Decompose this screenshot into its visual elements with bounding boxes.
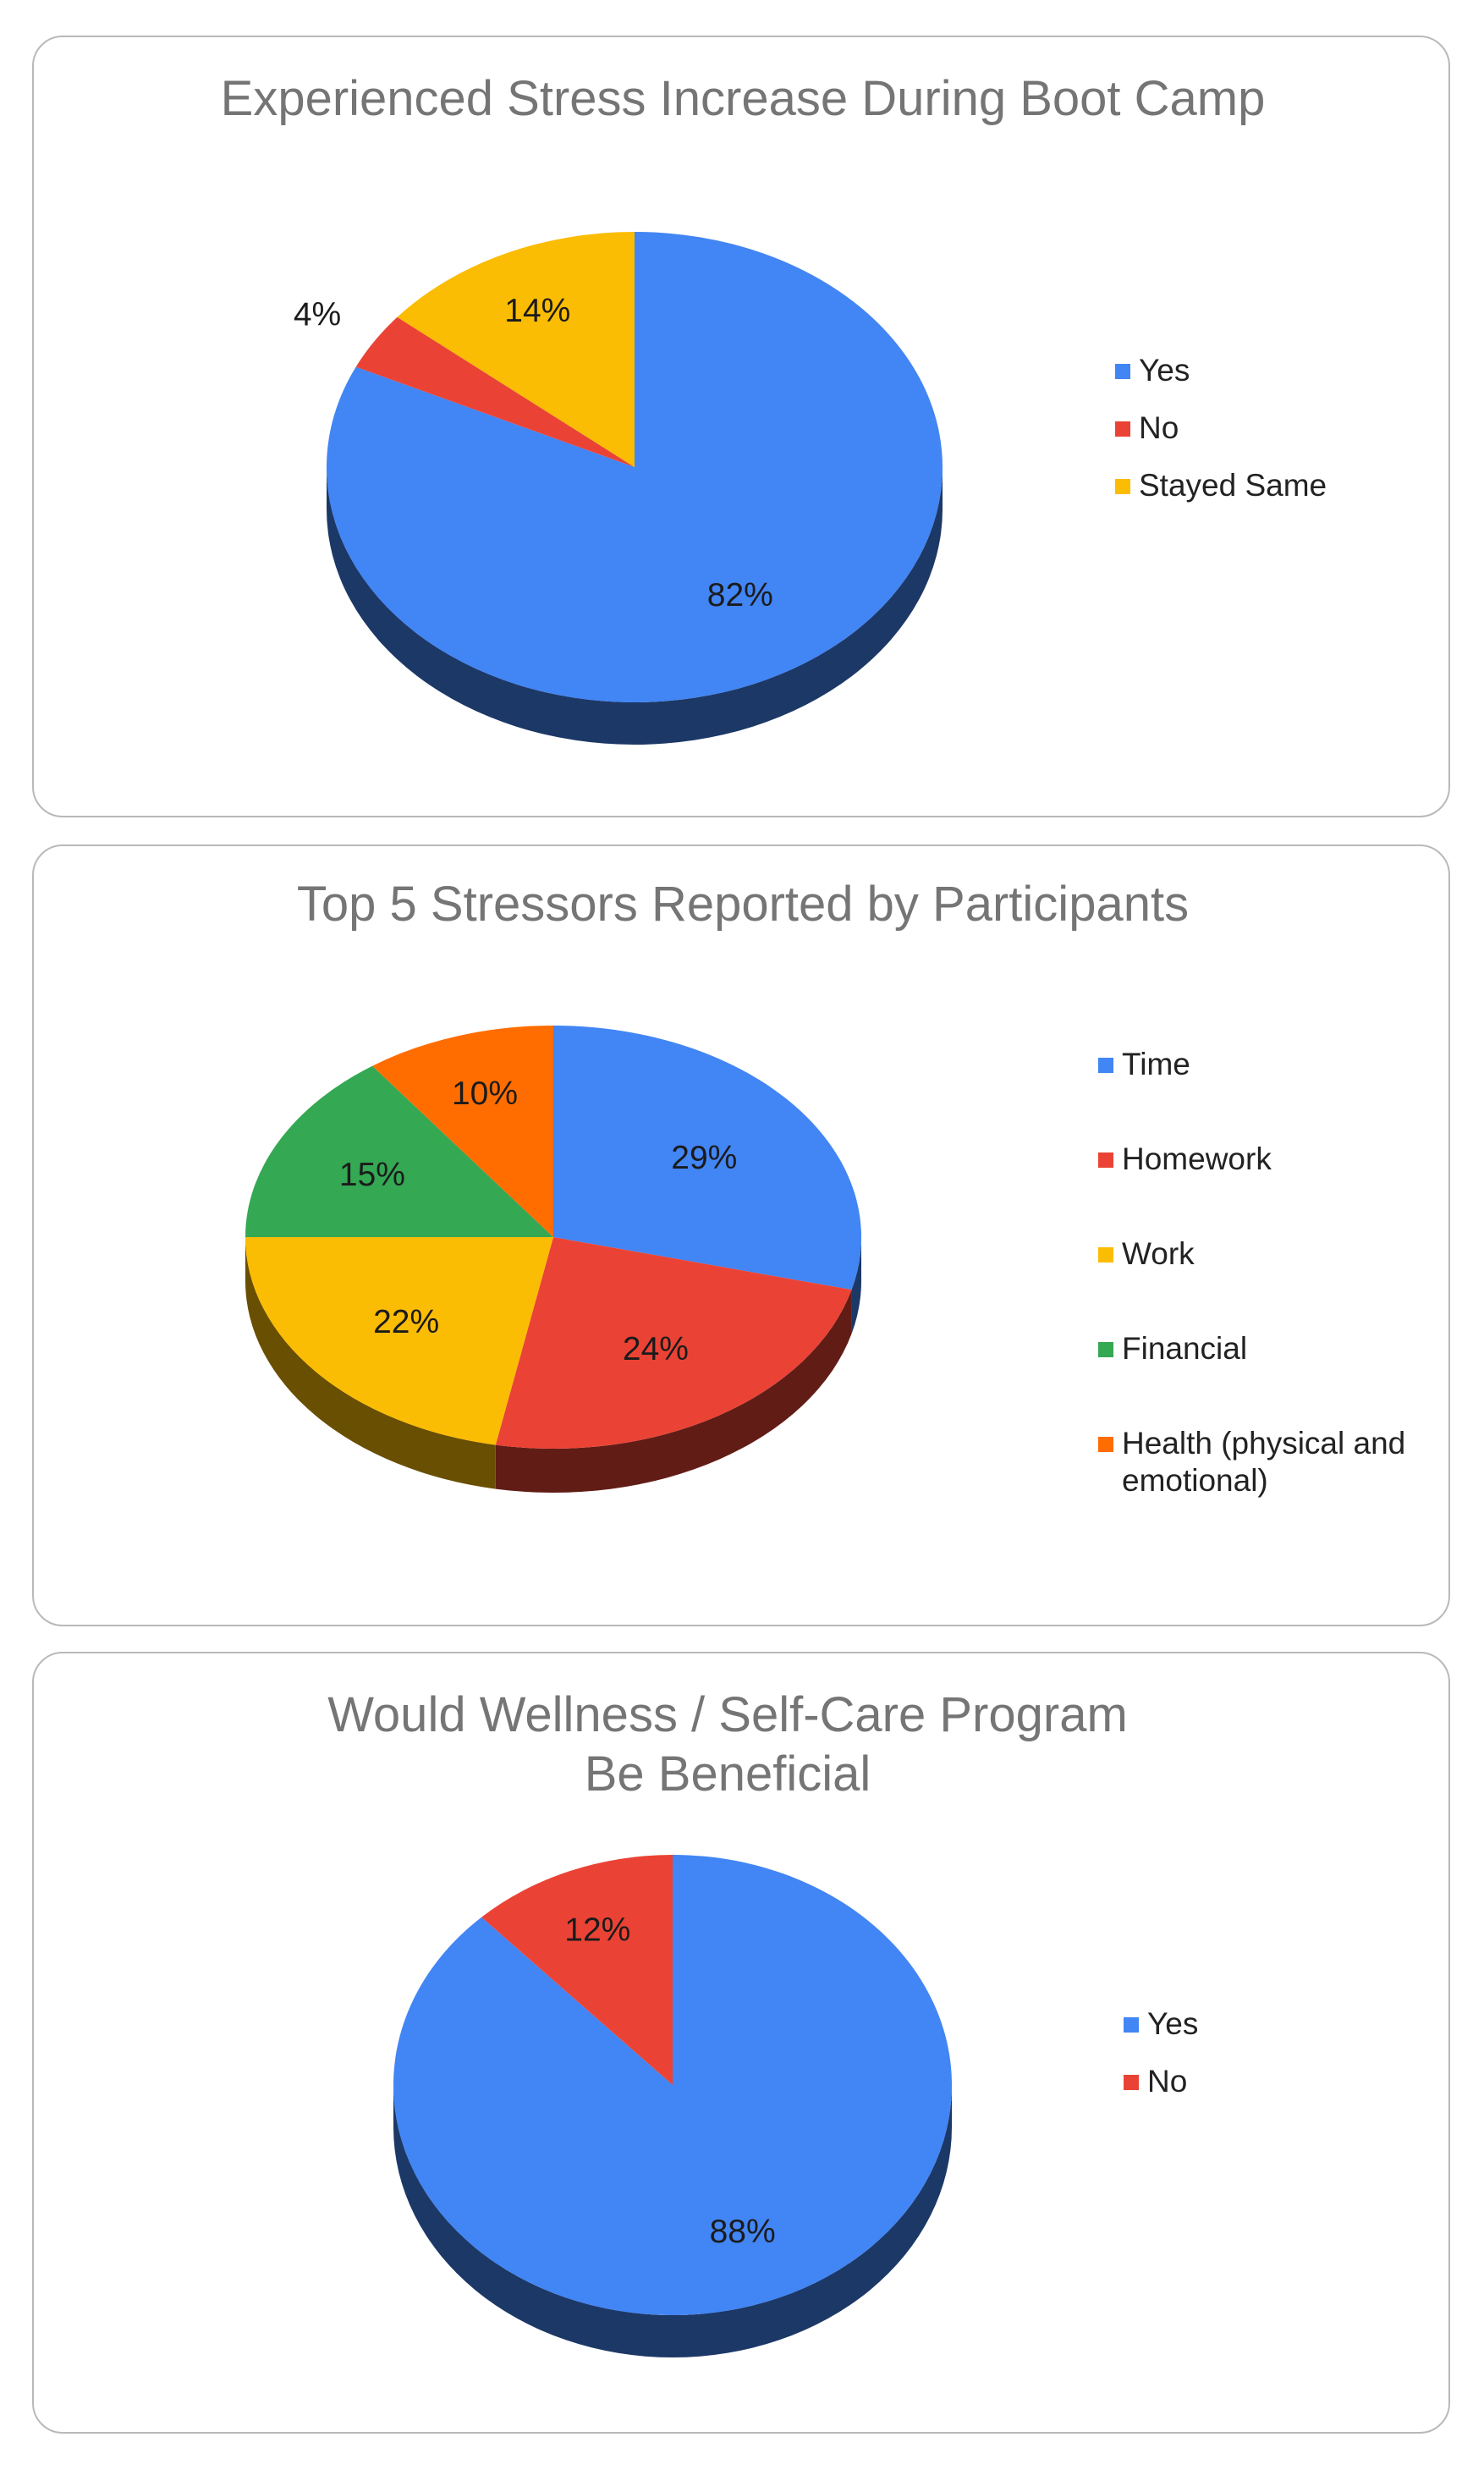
pie-slice-side <box>495 1290 852 1493</box>
pie-slice-side <box>327 467 943 745</box>
slice-data-label: 10% <box>452 1075 518 1112</box>
pie-chart-top-stressors: 29% 24% 22% 15% 10% <box>245 1026 861 1493</box>
slice-data-label: 14% <box>504 293 570 329</box>
pie-slice-health-physical-and-emotional <box>372 1026 553 1237</box>
slice-data-label: 12% <box>564 1912 630 1948</box>
legend-label: Financial <box>1122 1331 1248 1366</box>
chart-legend: Yes No Stayed Same <box>1115 352 1327 525</box>
legend-label: No <box>1147 2064 1188 2099</box>
legend-swatch <box>1098 1247 1113 1263</box>
legend-item: Yes <box>1124 2005 1198 2063</box>
legend-label: Yes <box>1139 353 1190 388</box>
pie-slice-stayed-same <box>397 232 635 467</box>
pie-slice-work <box>245 1237 553 1445</box>
slice-data-label: 88% <box>710 2214 776 2250</box>
chart-legend: Time Homework Work Financial Health (physica… <box>1098 1046 1426 1520</box>
legend-label: No <box>1139 410 1179 445</box>
pie-side-walls <box>245 1237 861 1493</box>
legend-item: Yes <box>1115 352 1327 410</box>
slice-data-label: 4% <box>294 296 341 333</box>
slice-data-label: 24% <box>623 1331 689 1367</box>
legend-label: Time <box>1122 1047 1190 1081</box>
legend-item: No <box>1115 410 1327 467</box>
legend-item: No <box>1124 2063 1198 2121</box>
pie-slice-side <box>851 1237 861 1334</box>
chart-card-wellness-program: Would Wellness / Self-Care Program Be Be… <box>32 1652 1450 2434</box>
pie-slice-no <box>355 316 635 467</box>
legend-swatch <box>1124 2017 1139 2033</box>
legend-label: Health (physical and emotional) <box>1122 1426 1406 1498</box>
legend-item: Homework <box>1098 1141 1426 1235</box>
pie-slices <box>245 1026 861 1449</box>
legend-label: Work <box>1122 1236 1195 1271</box>
pie-slice-homework <box>495 1237 852 1449</box>
legend-swatch <box>1115 364 1130 379</box>
chart-title: Experienced Stress Increase During Boot … <box>220 71 1266 126</box>
slice-data-label: 29% <box>671 1140 737 1176</box>
pie-side-walls <box>393 2085 952 2357</box>
legend-swatch <box>1098 1342 1113 1357</box>
chart-card-stress-increase: Experienced Stress Increase During Boot … <box>32 36 1450 817</box>
slice-data-label: 15% <box>339 1157 405 1193</box>
legend-item: Work <box>1098 1235 1426 1330</box>
legend-item: Stayed Same <box>1115 467 1327 525</box>
chart-legend: Yes No <box>1124 2005 1198 2121</box>
pie-slice-side <box>393 2085 952 2357</box>
legend-swatch <box>1098 1152 1113 1168</box>
legend-label: Yes <box>1147 2006 1199 2041</box>
chart-title: Would Wellness / Self-Care Program Be Be… <box>327 1687 1128 1802</box>
pie-slices <box>393 1855 952 2315</box>
pie-chart-wellness-program: 88% 12% <box>393 1855 952 2357</box>
pie-slice-financial <box>245 1065 553 1237</box>
legend-swatch <box>1098 1437 1113 1452</box>
pie-chart-stress-increase: 82% 4% 14% <box>294 232 943 745</box>
chart-title: Top 5 Stressors Reported by Participants <box>296 877 1190 932</box>
legend-swatch <box>1124 2075 1139 2090</box>
legend-item: Time <box>1098 1046 1426 1141</box>
slice-data-label: 22% <box>373 1304 439 1340</box>
legend-label: Stayed Same <box>1139 468 1327 503</box>
legend-swatch <box>1115 479 1130 494</box>
legend-label: Homework <box>1122 1141 1272 1176</box>
pie-slices <box>326 232 943 702</box>
slice-data-label: 82% <box>707 577 773 613</box>
pie-slice-no <box>481 1855 673 2085</box>
pie-slice-time <box>553 1026 861 1290</box>
legend-swatch <box>1115 421 1130 437</box>
legend-item: Financial <box>1098 1330 1426 1425</box>
pie-slice-side <box>245 1237 496 1489</box>
legend-item: Health (physical and emotional) <box>1098 1425 1426 1520</box>
chart-card-top-stressors: Top 5 Stressors Reported by Participants… <box>32 844 1450 1626</box>
pie-side-walls <box>327 467 943 745</box>
legend-swatch <box>1098 1058 1113 1073</box>
